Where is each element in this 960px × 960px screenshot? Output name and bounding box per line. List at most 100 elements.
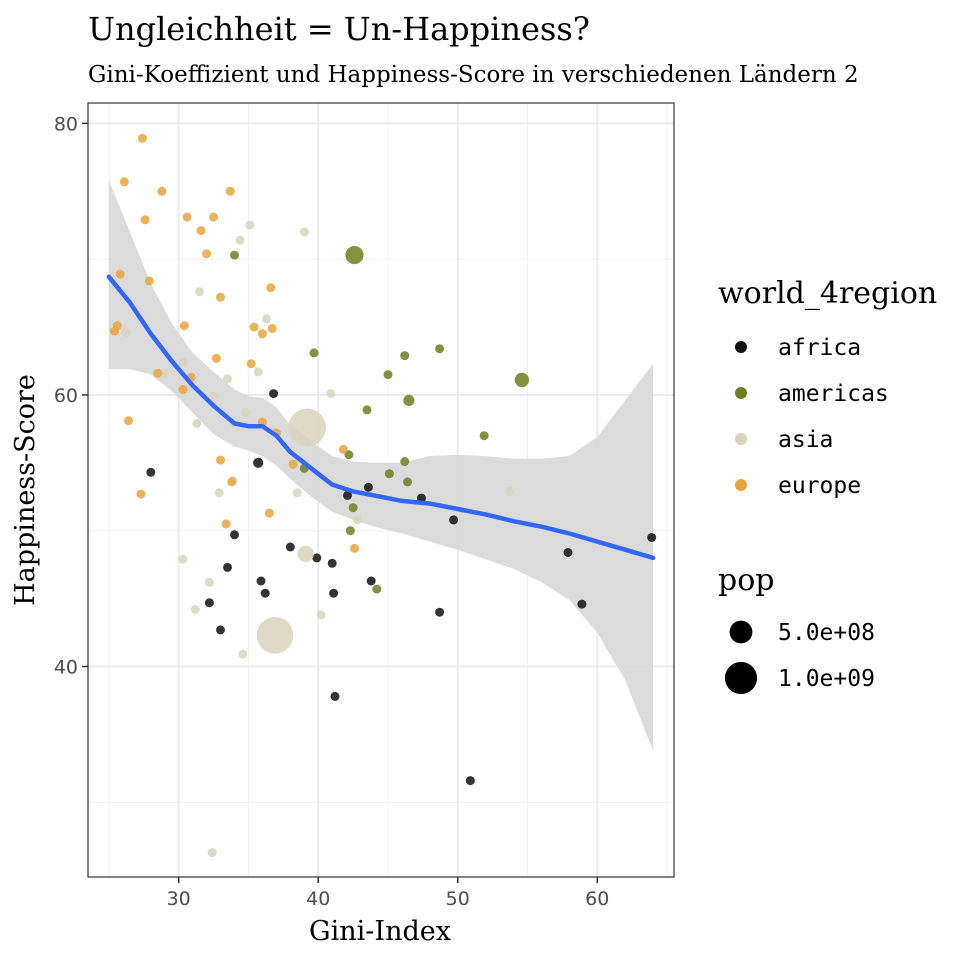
legend-size-key — [729, 620, 753, 644]
data-point — [288, 408, 326, 447]
legend-label-europe: europe — [778, 473, 861, 499]
data-point — [216, 625, 225, 635]
data-point — [140, 215, 150, 225]
data-point — [178, 554, 188, 564]
legend-size-label: 5.0e+08 — [778, 620, 875, 646]
data-point — [266, 283, 276, 293]
x-tick-label: 30 — [167, 888, 191, 910]
data-point — [204, 598, 214, 608]
data-point — [223, 562, 232, 572]
legend-size-label: 1.0e+09 — [778, 666, 875, 692]
data-point — [288, 459, 298, 469]
data-point — [435, 607, 445, 617]
data-point — [204, 577, 214, 587]
data-point — [316, 610, 326, 620]
data-point — [246, 359, 256, 369]
x-tick-label: 50 — [446, 888, 470, 910]
data-point — [338, 444, 348, 454]
legend-key-europe — [735, 479, 747, 491]
data-point — [563, 548, 573, 557]
smooth-line — [106, 274, 656, 561]
data-point — [225, 186, 235, 196]
data-point — [383, 370, 393, 380]
data-points — [110, 133, 657, 858]
legend-key-africa — [735, 341, 747, 353]
data-point — [384, 469, 394, 479]
data-point — [260, 588, 270, 598]
data-point — [190, 605, 200, 614]
x-tick-label: 40 — [306, 888, 330, 910]
data-point — [119, 177, 129, 187]
data-point — [209, 212, 219, 222]
data-point — [157, 186, 167, 196]
data-point — [153, 368, 163, 378]
data-point — [352, 515, 362, 525]
data-point — [504, 486, 514, 496]
y-tick-label: 80 — [54, 113, 78, 135]
data-point — [238, 649, 248, 659]
data-point — [256, 617, 294, 654]
data-point — [216, 292, 225, 302]
data-point — [196, 226, 206, 236]
data-point — [400, 351, 410, 361]
legend-size-title: pop — [718, 563, 774, 598]
data-point — [112, 321, 122, 331]
data-point — [160, 368, 170, 378]
data-point — [257, 329, 267, 339]
data-point — [256, 576, 266, 586]
data-point — [221, 519, 231, 529]
data-point — [124, 416, 133, 426]
data-point — [449, 515, 459, 525]
data-point — [363, 482, 373, 492]
data-point — [230, 250, 239, 260]
plot-frame — [87, 102, 675, 878]
data-point — [202, 249, 212, 259]
data-point — [400, 457, 410, 466]
data-point — [211, 353, 221, 363]
data-point — [137, 133, 147, 143]
data-point — [362, 405, 372, 415]
data-point — [327, 558, 337, 568]
data-point — [465, 776, 475, 786]
data-point — [366, 576, 376, 586]
legend-label-africa: africa — [778, 335, 861, 361]
series-europe — [110, 133, 359, 553]
x-axis-label: Gini-Index — [309, 916, 451, 947]
legend-color-title: world_4region — [718, 276, 937, 311]
data-point — [262, 314, 272, 324]
data-point — [253, 367, 263, 377]
series-asia — [121, 220, 514, 858]
data-point — [178, 357, 188, 367]
data-point — [350, 543, 359, 553]
legend-label-americas: americas — [778, 381, 889, 407]
data-point — [115, 269, 125, 279]
legend-label-asia: asia — [778, 427, 833, 453]
data-point — [223, 374, 232, 384]
data-point — [312, 553, 322, 563]
y-axis-label: Happiness-Score — [10, 374, 41, 606]
y-tick-label: 40 — [54, 657, 78, 679]
data-point — [121, 328, 131, 337]
data-point — [479, 431, 489, 441]
data-point — [330, 691, 340, 701]
data-point — [230, 530, 239, 540]
smooth-trend-line — [106, 274, 656, 561]
data-point — [179, 321, 189, 331]
legend-color-items: africa americas asia europe — [735, 335, 889, 499]
data-point — [253, 457, 264, 468]
legend-size-items: 5.0e+08 1.0e+09 — [724, 620, 875, 695]
data-point — [146, 467, 156, 477]
data-point — [195, 287, 205, 297]
data-point — [344, 450, 354, 460]
data-point — [292, 488, 302, 498]
data-point — [435, 344, 445, 354]
data-point — [264, 508, 274, 518]
data-point — [372, 584, 382, 594]
axes: 30 40 50 60 40 60 80 — [54, 113, 610, 910]
data-point — [241, 408, 251, 418]
data-point — [326, 389, 336, 399]
data-point — [192, 419, 202, 428]
x-tick-label: 60 — [585, 888, 609, 910]
data-point — [144, 276, 154, 286]
